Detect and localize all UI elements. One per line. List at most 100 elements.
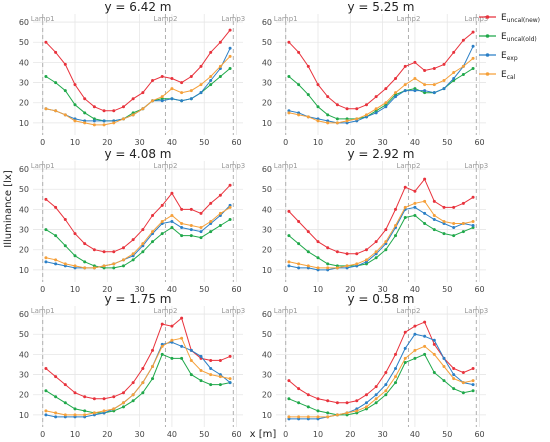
data-point-E_uncal_old [442,379,446,383]
data-point-E_uncal_old [170,356,174,360]
data-point-E_uncal_new [63,383,67,387]
legend-marker-E_uncal_new [485,15,490,19]
data-point-E_uncal_new [102,397,106,401]
data-point-E_uncal_new [355,399,359,403]
data-point-E_cal [141,381,145,385]
data-point-E_uncal_new [160,203,164,207]
data-point-E_exp [209,367,213,371]
y-tick-label: 10 [262,266,272,275]
x-tick-label: 30 [135,138,145,147]
data-point-E_uncal_old [141,391,145,395]
data-point-E_uncal_old [461,73,465,76]
data-point-E_uncal_new [452,367,456,371]
y-tick-label: 40 [262,205,272,214]
x-tick-label: 60 [231,138,241,147]
data-point-E_cal [151,365,155,368]
data-point-E_exp [228,46,232,50]
y-tick-label: 50 [19,330,29,339]
data-point-E_cal [199,83,203,87]
panel-title: y = 6.42 m [104,0,171,14]
x-tick-label: 60 [474,285,484,294]
data-point-E_exp [423,211,427,215]
data-point-E_exp [180,226,184,230]
legend-label-E_uncal_new: Euncal(new) [501,13,540,24]
data-point-E_uncal_new [83,242,87,246]
lamp-label: Lamp3 [221,15,245,23]
data-point-E_uncal_old [384,393,388,397]
data-point-E_exp [471,383,475,387]
series-line-E_exp [288,333,474,420]
data-point-E_uncal_old [297,83,301,87]
data-point-E_exp [228,381,232,385]
data-point-E_cal [471,379,475,383]
data-point-E_cal [461,381,465,385]
plot-area [33,14,243,135]
data-point-E_cal [170,87,174,91]
data-point-E_cal [384,240,388,244]
data-point-E_cal [209,75,213,79]
data-point-E_cal [345,411,349,415]
data-point-E_uncal_old [316,105,320,109]
data-point-E_cal [287,415,291,419]
data-point-E_uncal_new [442,205,446,209]
data-point-E_cal [403,356,407,360]
y-tick-label: 30 [262,226,272,235]
data-point-E_cal [218,64,222,68]
y-tick-label: 30 [19,226,29,235]
data-point-E_cal [384,389,388,393]
lamp-label: Lamp1 [31,162,55,170]
y-tick-label: 20 [262,99,272,108]
series-line-E_uncal_new [288,31,474,110]
data-point-E_cal [131,393,135,397]
panel-title: y = 2.92 m [347,147,414,161]
data-point-E_cal [54,258,58,262]
data-point-E_exp [442,356,446,360]
data-point-E_exp [403,346,407,350]
data-point-E_cal [102,409,106,413]
data-point-E_cal [471,220,475,223]
data-point-E_cal [326,121,330,125]
panel-title: y = 1.75 m [104,292,171,306]
series-line-E_cal [288,345,474,418]
data-point-E_uncal_new [83,97,87,101]
data-point-E_uncal_new [403,64,407,68]
data-point-E_uncal_new [287,40,291,44]
data-point-E_cal [423,83,427,87]
data-point-E_exp [413,205,417,209]
data-point-E_uncal_new [180,207,184,211]
data-point-E_cal [394,224,398,228]
data-point-E_exp [442,87,446,91]
plot-area [33,306,243,427]
x-tick-label: 50 [442,430,452,439]
lamp-label: Lamp1 [274,15,298,23]
data-point-E_uncal_new [306,64,310,68]
y-tick-label: 50 [262,185,272,194]
data-point-E_exp [287,264,291,268]
data-point-E_uncal_new [73,232,77,236]
data-point-E_uncal_new [471,195,475,199]
data-point-E_exp [189,97,193,101]
x-tick-label: 0 [283,430,288,439]
data-point-E_uncal_new [63,62,67,66]
data-point-E_uncal_old [287,234,291,238]
data-point-E_exp [413,89,417,93]
y-tick-label: 40 [19,205,29,214]
data-point-E_uncal_new [316,240,320,244]
data-point-E_cal [170,213,174,217]
data-point-E_cal [355,262,359,266]
data-point-E_cal [180,91,184,95]
data-point-E_cal [63,262,67,266]
data-point-E_cal [432,213,436,217]
data-point-E_cal [306,264,310,268]
x-tick-label: 30 [378,430,388,439]
data-point-E_uncal_new [63,217,67,221]
x-tick-label: 10 [313,138,323,147]
x-tick-label: 50 [199,430,209,439]
y-tick-label: 40 [262,350,272,359]
data-point-E_uncal_new [394,207,398,211]
y-tick-label: 10 [19,266,29,275]
data-point-E_uncal_old [170,226,174,230]
